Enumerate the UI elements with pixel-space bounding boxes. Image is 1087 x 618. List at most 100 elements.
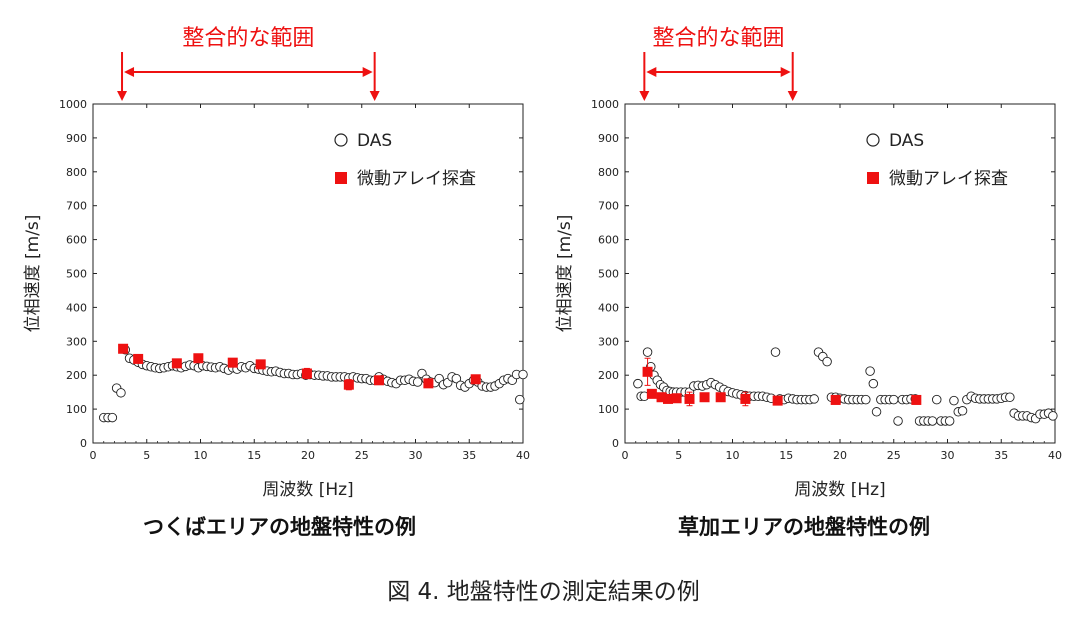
array-point: [301, 368, 312, 379]
x-tick-label: 10: [194, 449, 208, 462]
das-point: [893, 416, 903, 426]
x-axis-label: 周波数 [Hz]: [262, 480, 353, 500]
range-label: 整合的な範囲: [653, 26, 785, 51]
array-point: [227, 357, 238, 368]
x-tick-label: 35: [462, 449, 476, 462]
y-tick-label: 700: [598, 200, 619, 213]
das-point: [518, 369, 528, 380]
x-tick-label: 5: [675, 449, 682, 462]
y-tick-label: 600: [598, 234, 619, 247]
legend-array-marker: [335, 172, 347, 184]
x-tick-label: 5: [143, 449, 150, 462]
array-point: [133, 353, 144, 364]
das-point: [957, 406, 968, 416]
das-point: [642, 347, 653, 357]
das-point: [451, 373, 462, 384]
range-span-arrowhead-left: [124, 67, 135, 77]
das-point: [927, 416, 938, 426]
x-tick-label: 15: [247, 449, 261, 462]
range-label: 整合的な範囲: [182, 26, 314, 51]
array-point: [423, 378, 434, 389]
x-tick-label: 0: [622, 449, 629, 462]
y-tick-label: 1000: [59, 98, 87, 111]
range-span-arrowhead-left: [646, 67, 657, 77]
y-tick-label: 0: [80, 437, 87, 450]
das-point: [1005, 392, 1015, 402]
range-bound-arrowhead: [639, 91, 650, 101]
panel-title-soka: 草加エリアの地盤特性の例: [678, 515, 930, 539]
das-point: [865, 366, 875, 376]
array-point: [663, 393, 673, 404]
das-point: [633, 378, 643, 389]
das-point: [822, 356, 832, 367]
array-point: [671, 393, 682, 404]
y-tick-label: 400: [66, 301, 87, 314]
array-point: [646, 388, 657, 399]
array-point: [684, 393, 695, 404]
das-point: [1048, 411, 1058, 421]
array-point: [642, 366, 653, 377]
array-point: [740, 393, 751, 404]
x-tick-label: 10: [726, 449, 740, 462]
legend-array-label: 微動アレイ探査: [357, 169, 476, 189]
das-point: [868, 378, 879, 389]
legend-das-marker: [866, 133, 880, 147]
plot-frame-tsukuba: [92, 103, 524, 444]
das-point: [107, 412, 118, 423]
das-point: [949, 395, 959, 406]
x-tick-label: 20: [301, 449, 315, 462]
array-point: [470, 374, 481, 385]
array-point: [193, 353, 204, 364]
das-point: [770, 347, 781, 357]
panel-title-tsukuba: つくばエリアの地盤特性の例: [143, 515, 416, 539]
x-tick-label: 15: [779, 449, 793, 462]
x-tick-label: 40: [516, 449, 530, 462]
das-point: [861, 394, 871, 405]
y-tick-label: 600: [66, 234, 87, 247]
das-point: [932, 394, 942, 405]
array-point: [911, 394, 922, 405]
y-tick-label: 1000: [591, 98, 619, 111]
y-tick-label: 100: [66, 403, 87, 416]
range-span-arrowhead-right: [362, 67, 373, 77]
x-tick-label: 25: [887, 449, 901, 462]
array-point: [171, 358, 182, 369]
y-tick-label: 0: [612, 437, 619, 450]
das-point: [871, 407, 882, 417]
y-axis-label: 位相速度 [m/s]: [555, 215, 575, 333]
y-tick-label: 700: [66, 200, 87, 213]
legend-array-marker: [867, 172, 879, 184]
y-tick-label: 500: [66, 268, 87, 281]
array-point: [656, 392, 667, 403]
legend-array-label: 微動アレイ探査: [889, 169, 1008, 189]
range-bound-arrowhead: [787, 91, 798, 101]
array-point: [699, 392, 710, 403]
x-tick-label: 0: [90, 449, 97, 462]
das-point: [116, 388, 126, 398]
das-point: [809, 394, 819, 404]
das-point: [944, 416, 955, 426]
array-point: [343, 379, 354, 390]
y-tick-label: 200: [598, 369, 619, 382]
array-point: [373, 375, 384, 386]
array-point: [772, 395, 783, 406]
array-point: [715, 392, 726, 403]
x-tick-label: 30: [409, 449, 423, 462]
figure-caption: 図 4. 地盤特性の測定結果の例: [387, 579, 700, 605]
x-tick-label: 35: [994, 449, 1008, 462]
x-tick-label: 20: [833, 449, 847, 462]
y-tick-label: 900: [598, 132, 619, 145]
y-tick-label: 300: [598, 335, 619, 348]
y-tick-label: 400: [598, 301, 619, 314]
range-bound-arrowhead: [369, 91, 380, 101]
legend-das-label: DAS: [357, 131, 392, 151]
das-point: [515, 394, 525, 405]
array-point: [255, 359, 266, 370]
y-tick-label: 800: [598, 166, 619, 179]
x-tick-label: 30: [941, 449, 955, 462]
y-axis-label: 位相速度 [m/s]: [23, 215, 43, 333]
y-tick-label: 300: [66, 335, 87, 348]
das-point: [889, 394, 899, 405]
y-tick-label: 500: [598, 268, 619, 281]
